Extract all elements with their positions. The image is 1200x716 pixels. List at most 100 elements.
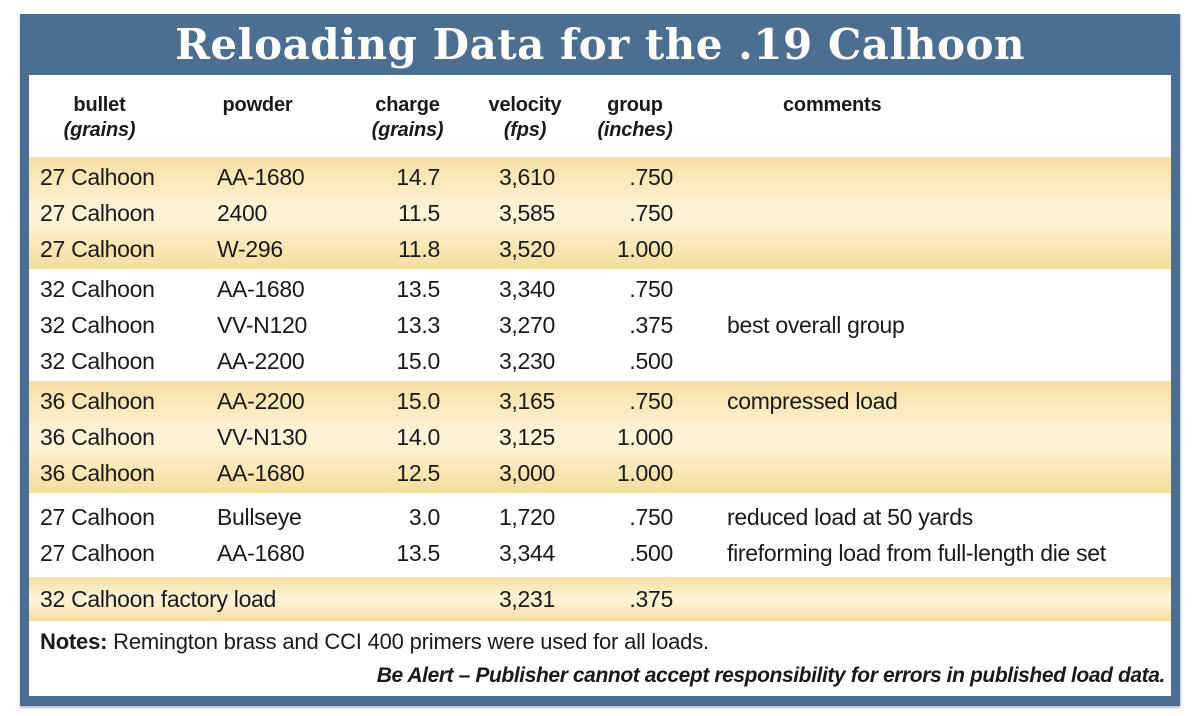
data-table-frame: Reloading Data for the .19 Calhoon bulle… (20, 14, 1180, 706)
cell-comments (690, 343, 1171, 379)
cell-charge: 13.5 (396, 276, 440, 302)
table-row: 36 Calhoon VV-N130 14.0 3,125 1.000 (29, 419, 1171, 455)
cell-group: .750 (629, 504, 673, 530)
cell-charge: 3.0 (408, 504, 440, 530)
table-row: 27 Calhoon AA-1680 13.5 3,344 .500 fireformin… (29, 535, 1171, 571)
cell-powder: AA-1680 (217, 276, 305, 302)
cell-charge: 14.7 (396, 164, 440, 190)
cell-comments: fireforming load from full-length die se… (727, 540, 1106, 566)
cell-bullet: 32 Calhoon (40, 276, 155, 302)
cell-comments: best overall group (727, 312, 905, 338)
cell-powder: Bullseye (217, 504, 302, 530)
cell-comments: compressed load (727, 388, 898, 414)
table-row: 32 Calhoon VV-N120 13.3 3,270 .375 best overa… (29, 307, 1171, 343)
table-row: 27 Calhoon Bullseye 3.0 1,720 .750 reduced lo… (29, 499, 1171, 535)
table-row: 32 Calhoon AA-1680 13.5 3,340 .750 (29, 271, 1171, 307)
cell-group: .750 (629, 164, 673, 190)
table-row: 32 Calhoon AA-2200 15.0 3,230 .500 (29, 343, 1171, 379)
cell-velocity: 3,270 (498, 312, 555, 338)
cell-bullet: 32 Calhoon (40, 348, 155, 374)
cell-velocity: 3,125 (498, 424, 555, 450)
table-row: 32 Calhoon factory load 3,231 .375 (29, 581, 1171, 617)
cell-comments (690, 581, 1171, 617)
column-header-group: group (inches) (597, 94, 673, 141)
cell-comments (690, 159, 1171, 195)
row-group-white: 32 Calhoon AA-1680 13.5 3,340.750 32 Calhoon… (29, 269, 1171, 381)
cell-powder: AA-2200 (217, 348, 305, 374)
cell-group: 1.000 (616, 460, 673, 486)
cell-comments (690, 271, 1171, 307)
cell-velocity: 3,520 (498, 236, 555, 262)
column-header-velocity: velocity (fps) (488, 94, 562, 141)
cell-velocity: 1,720 (498, 504, 555, 530)
cell-velocity: 3,000 (498, 460, 555, 486)
cell-charge: 13.5 (396, 540, 440, 566)
cell-bullet: 36 Calhoon (40, 424, 155, 450)
cell-comments (690, 231, 1171, 267)
title-bar: Reloading Data for the .19 Calhoon (29, 14, 1171, 75)
row-group-white: 27 Calhoon Bullseye 3.0 1,720 .750 reduced lo… (29, 493, 1171, 577)
cell-comments (690, 455, 1171, 491)
cell-charge: 11.8 (398, 236, 440, 262)
page-title: Reloading Data for the .19 Calhoon (174, 20, 1026, 69)
disclaimer: Be Alert – Publisher cannot accept respo… (376, 664, 1166, 687)
notes-label: Notes: (40, 629, 108, 654)
table-body: 27 Calhoon AA-1680 14.7 3,610.750 27 Calhoon… (29, 157, 1171, 621)
cell-bullet: 27 Calhoon (40, 164, 155, 190)
cell-powder: AA-1680 (217, 460, 305, 486)
notes-line: Notes: Remington brass and CCI 400 prime… (40, 629, 1167, 655)
cell-charge: 14.0 (396, 424, 440, 450)
cell-velocity: 3,231 (498, 586, 555, 612)
cell-velocity: 3,165 (498, 388, 555, 414)
cell-charge: 11.5 (398, 200, 440, 226)
cell-group: 1.000 (616, 424, 673, 450)
cell-group: .375 (629, 312, 673, 338)
cell-group: 1.000 (616, 236, 673, 262)
cell-group: .750 (629, 276, 673, 302)
cell-bullet: 36 Calhoon (40, 388, 155, 414)
cell-powder: AA-2200 (217, 388, 305, 414)
cell-comments (690, 419, 1171, 455)
table-header-row: bullet (grains) powder charge (grains) veloci… (29, 75, 1171, 157)
cell-group: .500 (629, 348, 673, 374)
cell-powder: VV-N130 (217, 424, 307, 450)
notes-section: Notes: Remington brass and CCI 400 prime… (29, 621, 1171, 688)
column-header-charge: charge (grains) (371, 94, 444, 141)
table-row: 27 Calhoon W-296 11.8 3,520 1.000 (29, 231, 1171, 267)
table-content: bullet (grains) powder charge (grains) veloci… (29, 75, 1171, 696)
cell-powder: AA-1680 (217, 164, 305, 190)
cell-group: .375 (629, 586, 673, 612)
cell-powder: AA-1680 (217, 540, 305, 566)
cell-powder: VV-N120 (217, 312, 307, 338)
row-group-yellow: 27 Calhoon AA-1680 14.7 3,610.750 27 Calhoon… (29, 157, 1171, 269)
cell-bullet: 27 Calhoon (40, 236, 155, 262)
cell-bullet: 32 Calhoon (40, 312, 155, 338)
cell-comments (690, 195, 1171, 231)
cell-group: .750 (629, 388, 673, 414)
cell-velocity: 3,340 (498, 276, 555, 302)
table-row: 36 Calhoon AA-2200 15.0 3,165 .750 compressed… (29, 383, 1171, 419)
row-group-yellow: 36 Calhoon AA-2200 15.0 3,165 .750 compressed… (29, 381, 1171, 493)
cell-bullet: 32 Calhoon factory load (40, 586, 277, 612)
cell-velocity: 3,585 (498, 200, 555, 226)
table-row: 27 Calhoon 2400 11.5 3,585 .750 (29, 195, 1171, 231)
row-group-yellow: 32 Calhoon factory load 3,231 .375 (29, 577, 1171, 621)
column-header-bullet: bullet (grains) (63, 94, 136, 141)
table-row: 27 Calhoon AA-1680 14.7 3,610 .750 (29, 159, 1171, 195)
cell-charge: 13.3 (396, 312, 440, 338)
cell-bullet: 27 Calhoon (40, 200, 155, 226)
cell-charge: 15.0 (396, 388, 440, 414)
cell-group: .750 (629, 200, 673, 226)
column-header-powder: powder (222, 94, 293, 116)
cell-powder: 2400 (217, 200, 267, 226)
cell-velocity: 3,610 (498, 164, 555, 190)
table-row: 36 Calhoon AA-1680 12.5 3,000 1.000 (29, 455, 1171, 491)
column-header-comments: comments (783, 94, 882, 116)
cell-powder: W-296 (217, 236, 283, 262)
cell-velocity: 3,230 (498, 348, 555, 374)
cell-comments: reduced load at 50 yards (727, 504, 973, 530)
cell-charge: 12.5 (396, 460, 440, 486)
cell-bullet: 27 Calhoon (40, 504, 155, 530)
cell-bullet: 27 Calhoon (40, 540, 155, 566)
cell-group: .500 (629, 540, 673, 566)
